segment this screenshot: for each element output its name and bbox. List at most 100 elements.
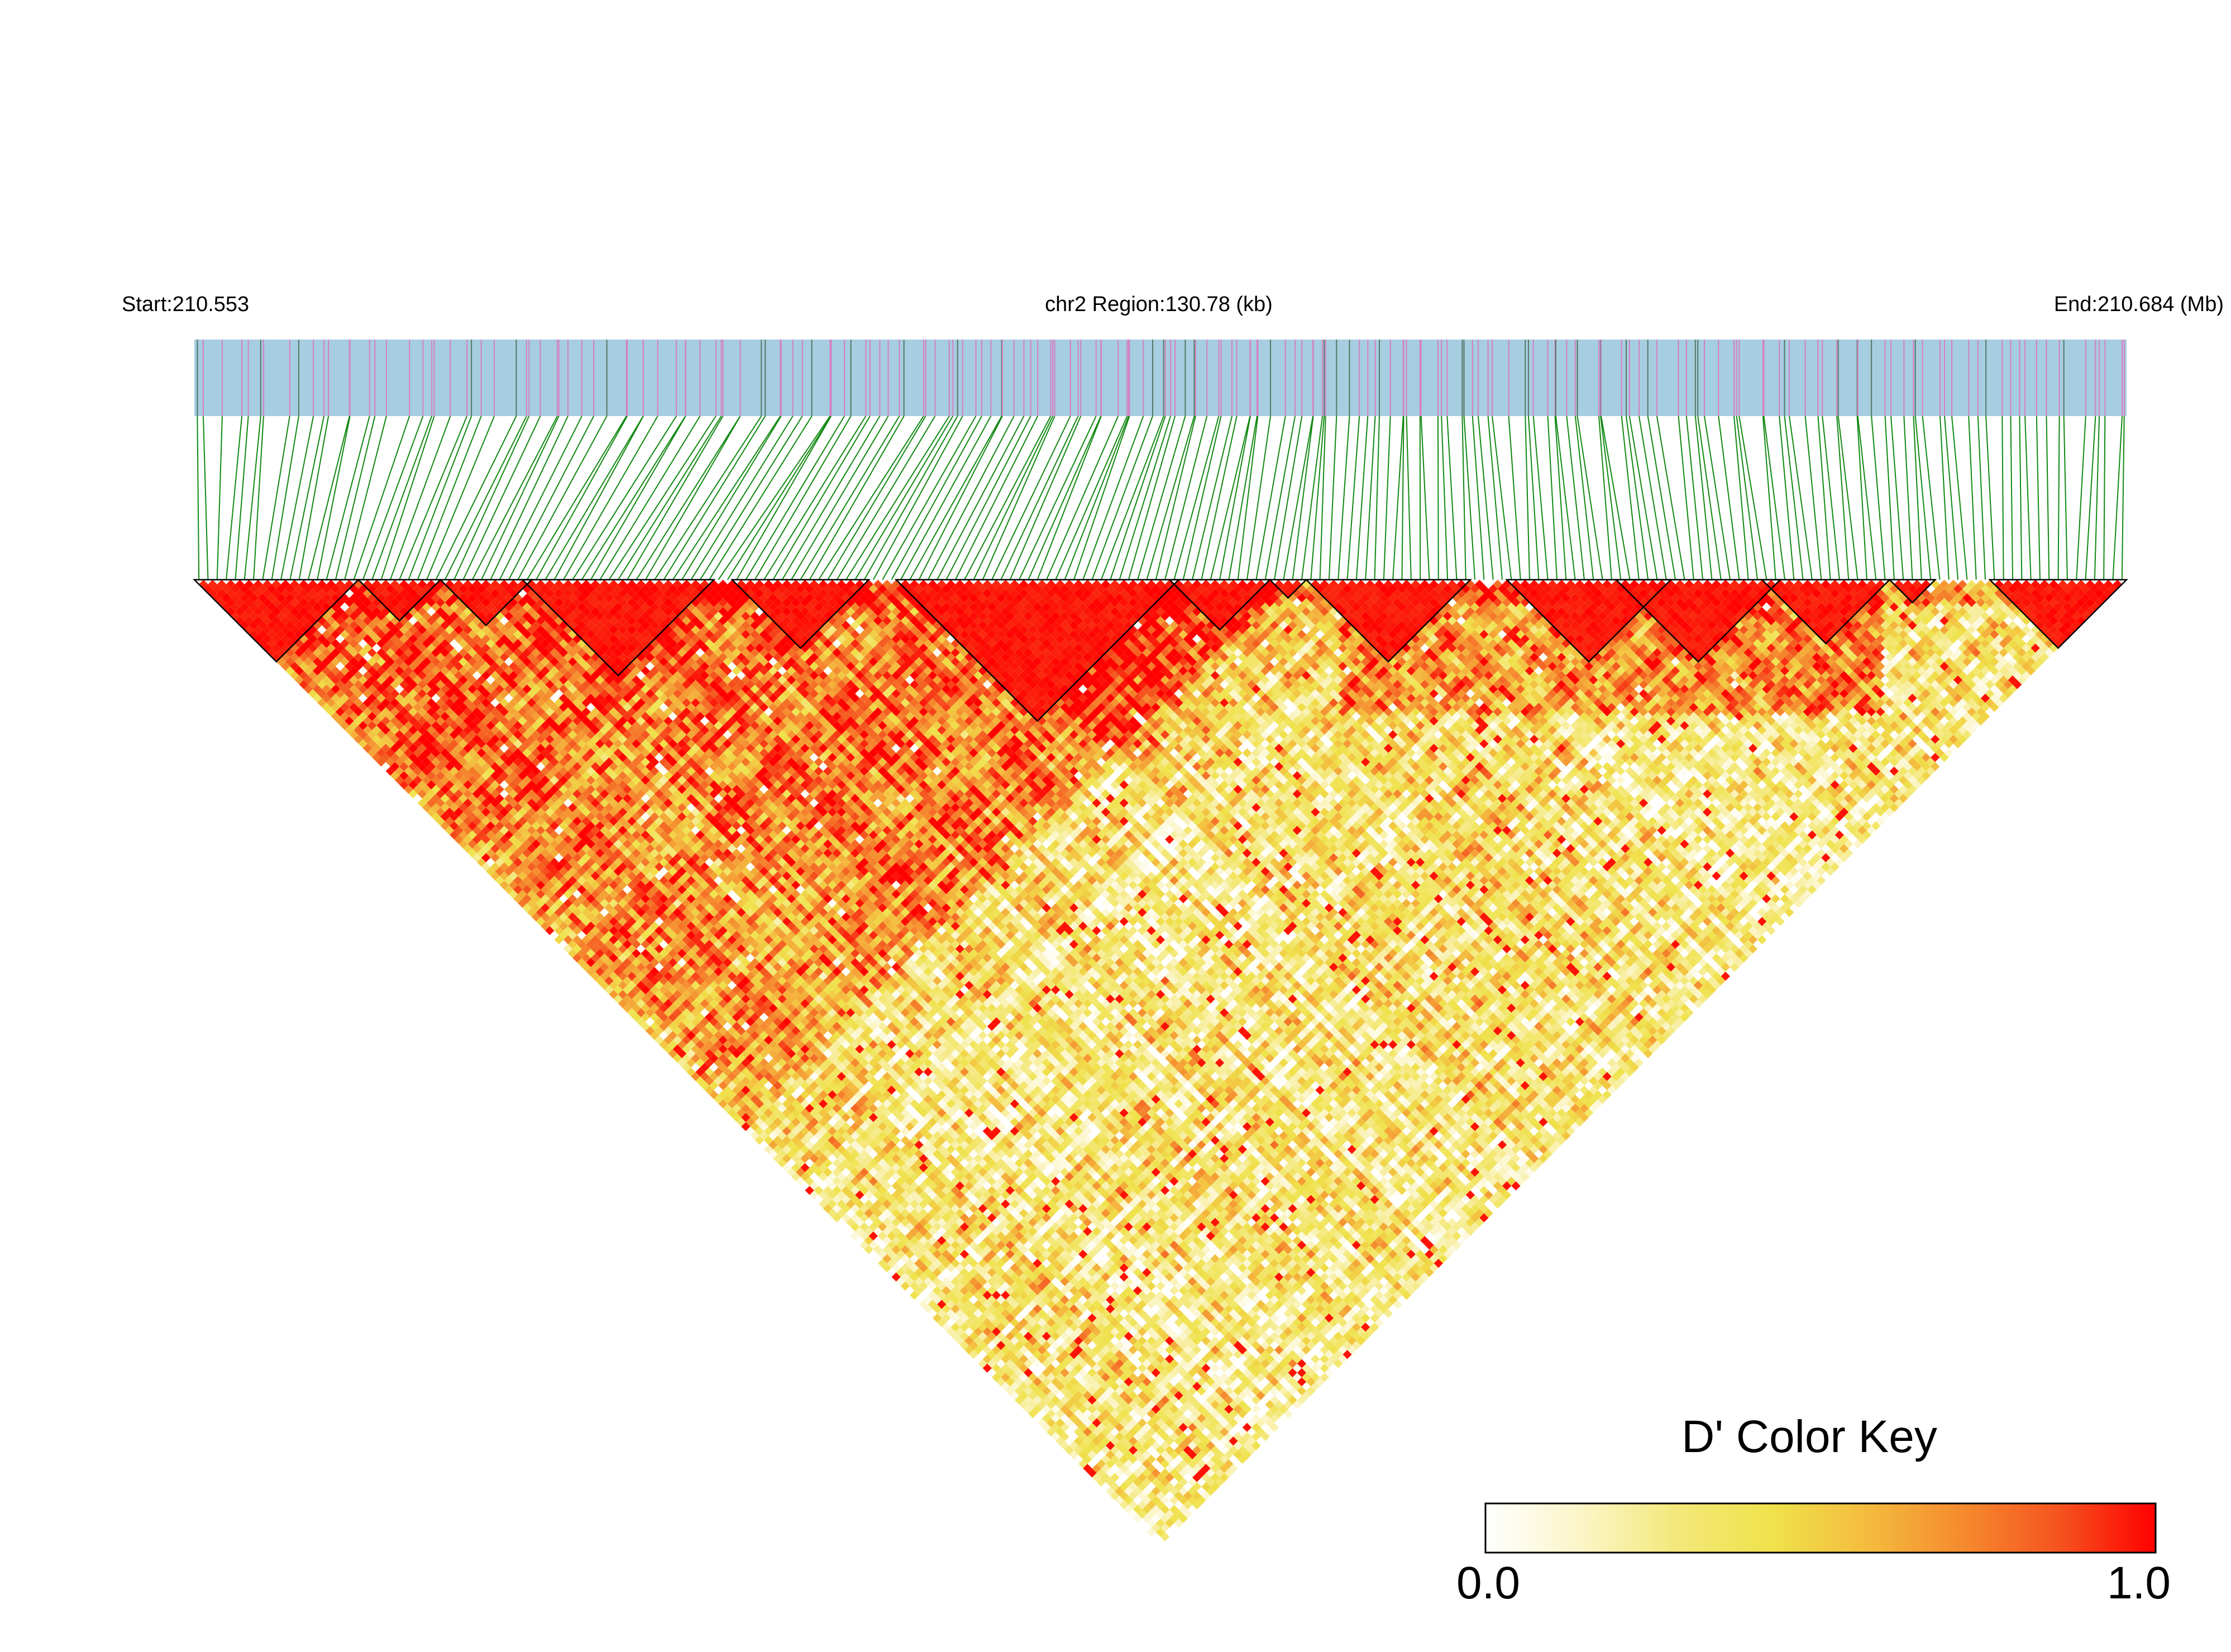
snp-connector-line <box>1945 416 1958 580</box>
snp-connector-line <box>1525 416 1530 580</box>
snp-connector-line <box>1220 416 1250 580</box>
snp-connector-line <box>1940 416 1949 580</box>
snp-connector-line <box>1238 416 1258 580</box>
snp-connector-line <box>1739 416 1766 580</box>
snp-connector-line <box>1293 416 1313 580</box>
snp-connector-line <box>555 416 643 580</box>
snp-connector-line <box>873 416 963 580</box>
region-label: chr2 Region:130.78 (kb) <box>1045 293 1273 316</box>
snp-connector-line <box>2122 416 2124 580</box>
snp-connector-line <box>1648 416 1675 580</box>
snp-connector-line <box>664 416 766 580</box>
snp-connector-line <box>226 416 242 580</box>
snp-connector-line <box>1441 416 1447 580</box>
snp-connector-line <box>1473 416 1484 580</box>
snp-connector-line <box>363 416 423 580</box>
snp-connector-line <box>436 416 517 580</box>
snp-connector-line <box>682 416 781 580</box>
snp-connector-line <box>1375 416 1379 580</box>
snp-connector-line <box>855 416 953 580</box>
snp-connector-line <box>1311 416 1324 580</box>
snp-connector-line <box>2046 416 2049 580</box>
snp-connector-line <box>819 416 924 580</box>
snp-connector-line <box>1952 416 1967 580</box>
snp-connector-line <box>2025 416 2031 580</box>
snp-connector-line <box>1978 416 1985 580</box>
snp-connector-line <box>2010 416 2013 580</box>
snp-connector-line <box>1904 416 1912 580</box>
snp-connector-line <box>1183 416 1221 580</box>
snp-connector-line <box>2064 416 2067 580</box>
snp-connector-line <box>1622 416 1639 580</box>
snp-connector-line <box>345 416 386 580</box>
snp-connector-line <box>481 416 559 580</box>
snp-connector-line <box>1229 416 1257 580</box>
start-position-label: Start:210.553 <box>122 293 249 316</box>
snp-connector-line <box>937 416 1024 580</box>
snp-connector-line <box>1447 416 1456 580</box>
snp-connector-line <box>1393 416 1403 580</box>
snp-connector-line <box>1923 416 1940 580</box>
snp-connector-line <box>1818 416 1830 580</box>
snp-connector-line <box>2058 416 2060 580</box>
snp-connector-line <box>536 416 627 580</box>
snp-connector-line <box>2104 416 2105 580</box>
snp-connector-line <box>500 416 582 580</box>
snp-connector-line <box>718 416 830 580</box>
snp-connector-line <box>299 416 328 580</box>
snp-connector-line <box>2113 416 2123 580</box>
snp-connector-line <box>563 416 658 580</box>
snp-connector-line <box>197 416 199 580</box>
snp-connector-line <box>1548 416 1557 580</box>
snp-connector-line <box>354 416 410 580</box>
snp-connector-line <box>846 416 949 580</box>
snp-connector-line <box>1737 416 1757 580</box>
snp-connector-line <box>810 416 904 580</box>
snp-connector-line <box>1822 416 1840 580</box>
snp-connector-line <box>545 416 643 580</box>
snp-connector-line <box>427 416 494 580</box>
snp-connector-line <box>983 416 1055 580</box>
snp-connector-line <box>1265 416 1295 580</box>
snp-connector-line <box>2019 416 2022 580</box>
snp-connector-line <box>1247 416 1270 580</box>
snp-connector-line <box>317 416 350 580</box>
snp-connector-line <box>791 416 888 580</box>
snp-connector-line <box>2076 416 2086 580</box>
snp-connector-line <box>1478 416 1493 580</box>
snp-connector-line <box>755 416 851 580</box>
snp-connector-line <box>1256 416 1285 580</box>
snp-connector-line <box>336 416 375 580</box>
snp-connector-line <box>1533 416 1548 580</box>
snp-connector-line <box>1575 416 1593 580</box>
snp-connector-line <box>372 416 432 580</box>
snp-connector-line <box>600 416 700 580</box>
snp-connector-line <box>1626 416 1648 580</box>
snp-connector-line <box>2002 416 2003 580</box>
snp-connector-line <box>1302 416 1322 580</box>
snp-connector-line <box>1010 416 1081 580</box>
snp-connector-line <box>1509 416 1521 580</box>
snp-connector-line <box>1421 416 1430 580</box>
snp-connector-line <box>1329 416 1336 580</box>
snp-connector-lines <box>197 416 2124 580</box>
snp-connector-line <box>217 416 222 580</box>
snp-connector-line <box>919 416 1002 580</box>
snp-connector-line <box>2037 416 2040 580</box>
snp-connector-line <box>1365 416 1375 580</box>
snp-connector-line <box>203 416 208 580</box>
snp-connector-line <box>1601 416 1621 580</box>
snp-connector-line <box>518 416 606 580</box>
snp-connector-line <box>409 416 472 580</box>
snp-connector-line <box>1402 416 1404 580</box>
snp-connector-line <box>390 416 451 580</box>
snp-connector-line <box>1556 416 1575 580</box>
snp-connector-line <box>527 416 627 580</box>
snp-connector-line <box>882 416 976 580</box>
snp-connector-line <box>1320 416 1326 580</box>
snp-connector-line <box>1165 416 1207 580</box>
snp-connector-line <box>837 416 935 580</box>
snp-connector-line <box>2095 416 2099 580</box>
snp-connector-line <box>454 416 529 580</box>
